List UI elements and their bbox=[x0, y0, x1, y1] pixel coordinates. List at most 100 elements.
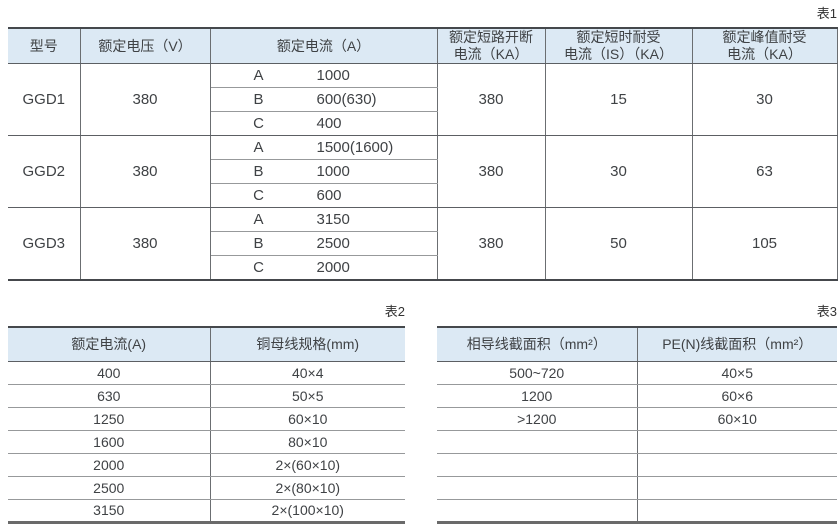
table3-header-row: 相导线截面积（mm²） PE(N)线截面积（mm²） bbox=[437, 327, 837, 362]
table2-busbar-spec: 额定电流(A) 铜母线规格(mm) 400 40×4 630 50×5 1250 60… bbox=[8, 326, 405, 524]
current-code: A bbox=[253, 139, 264, 156]
header-peak-current: 额定峰值耐受 电流（KA） bbox=[692, 28, 838, 64]
peak-current-cell: 105 bbox=[692, 207, 838, 280]
withstand-current-cell: 30 bbox=[545, 135, 693, 208]
phase-area-cell: >1200 bbox=[437, 407, 638, 431]
current-value: 3150 bbox=[316, 211, 350, 228]
header-pe-conductor-area: PE(N)线截面积（mm²） bbox=[637, 327, 837, 362]
current-cell: B 600(630) bbox=[210, 87, 438, 112]
table-row bbox=[437, 499, 837, 523]
current-code: B bbox=[253, 163, 264, 180]
busbar-spec-cell: 40×4 bbox=[210, 361, 405, 385]
current-cell: C 600 bbox=[210, 183, 438, 208]
header-phase-conductor-area: 相导线截面积（mm²） bbox=[437, 327, 638, 362]
header-rated-voltage: 额定电压（V） bbox=[80, 28, 211, 64]
table1-rated-parameters: 型号 额定电压（V） 额定电流（A） 额定短路开断 电流（KA） 额定短时耐受 … bbox=[8, 27, 838, 281]
phase-area-cell bbox=[437, 453, 638, 477]
busbar-spec-cell: 2×(60×10) bbox=[210, 453, 405, 477]
table-row: B 600(630) bbox=[8, 87, 837, 112]
pe-area-cell: 60×6 bbox=[637, 384, 837, 408]
voltage-cell: 380 bbox=[80, 207, 211, 280]
withstand-current-cell: 15 bbox=[545, 63, 693, 136]
rated-current-cell: 400 bbox=[8, 361, 211, 385]
table-row: GGD2 380 A 1500(1600) 380 30 63 bbox=[8, 135, 838, 208]
current-cell: C 400 bbox=[210, 111, 438, 136]
table-row: 1200 60×6 bbox=[437, 384, 837, 408]
current-value: 1000 bbox=[316, 67, 350, 84]
breaking-current-cell: 380 bbox=[437, 207, 546, 280]
phase-area-cell bbox=[437, 476, 638, 500]
phase-area-cell: 1200 bbox=[437, 384, 638, 408]
table-row: B 1000 bbox=[8, 159, 837, 184]
pe-area-cell: 40×5 bbox=[637, 361, 837, 385]
table-row: GGD1 380 A 1000 380 15 30 bbox=[8, 63, 838, 136]
breaking-current-cell: 380 bbox=[437, 135, 546, 208]
rated-current-cell: 2500 bbox=[8, 476, 211, 500]
pe-area-cell bbox=[637, 430, 837, 454]
table-row: 2500 2×(80×10) bbox=[8, 476, 405, 500]
table-row: GGD3 380 A 3150 380 50 105 bbox=[8, 207, 838, 280]
header-rated-current: 额定电流（A） bbox=[210, 28, 438, 64]
phase-area-cell bbox=[437, 430, 638, 454]
rated-current-cell: 1250 bbox=[8, 407, 211, 431]
table1-label: 表1 bbox=[816, 6, 837, 21]
current-code: C bbox=[253, 115, 264, 132]
current-cell: A 1500(1600) bbox=[210, 135, 438, 160]
table-row: 1250 60×10 bbox=[8, 407, 405, 431]
table-row: B 2500 bbox=[8, 231, 837, 256]
table2-header-row: 额定电流(A) 铜母线规格(mm) bbox=[8, 327, 405, 362]
model-cell: GGD1 bbox=[8, 63, 81, 136]
header-breaking-current: 额定短路开断 电流（KA） bbox=[437, 28, 546, 64]
model-cell: GGD3 bbox=[8, 207, 81, 280]
table-row: 630 50×5 bbox=[8, 384, 405, 408]
table-row: C 600 bbox=[8, 183, 837, 208]
current-value: 2500 bbox=[316, 235, 350, 252]
pe-area-cell bbox=[637, 453, 837, 477]
table-row: >1200 60×10 bbox=[437, 407, 837, 431]
withstand-current-cell: 50 bbox=[545, 207, 693, 280]
table1-header-row: 型号 额定电压（V） 额定电流（A） 额定短路开断 电流（KA） 额定短时耐受 … bbox=[8, 28, 838, 64]
phase-area-cell bbox=[437, 499, 638, 523]
table-row: 500~720 40×5 bbox=[437, 361, 837, 385]
table-row: 400 40×4 bbox=[8, 361, 405, 385]
busbar-spec-cell: 80×10 bbox=[210, 430, 405, 454]
rated-current-cell: 630 bbox=[8, 384, 211, 408]
current-value: 1000 bbox=[316, 163, 350, 180]
table-row: C 2000 bbox=[8, 255, 837, 280]
current-cell: C 2000 bbox=[210, 255, 438, 280]
current-code: C bbox=[253, 187, 264, 204]
current-value: 600(630) bbox=[316, 91, 377, 108]
pe-area-cell bbox=[637, 499, 837, 523]
current-value: 400 bbox=[316, 115, 342, 132]
model-cell: GGD2 bbox=[8, 135, 81, 208]
current-value: 2000 bbox=[316, 258, 350, 276]
voltage-cell: 380 bbox=[80, 63, 211, 136]
table-row: 2000 2×(60×10) bbox=[8, 453, 405, 477]
current-value: 1500(1600) bbox=[316, 139, 394, 156]
pe-area-cell: 60×10 bbox=[637, 407, 837, 431]
table-row: 3150 2×(100×10) bbox=[8, 499, 405, 523]
table2-label: 表2 bbox=[384, 304, 405, 319]
rated-current-cell: 1600 bbox=[8, 430, 211, 454]
table-row bbox=[437, 430, 837, 454]
current-cell: B 1000 bbox=[210, 159, 438, 184]
current-cell: B 2500 bbox=[210, 231, 438, 256]
current-code: A bbox=[253, 67, 264, 84]
busbar-spec-cell: 2×(100×10) bbox=[210, 499, 405, 523]
header-model: 型号 bbox=[8, 28, 81, 64]
voltage-cell: 380 bbox=[80, 135, 211, 208]
peak-current-cell: 63 bbox=[692, 135, 838, 208]
phase-area-cell: 500~720 bbox=[437, 361, 638, 385]
header-busbar-spec: 铜母线规格(mm) bbox=[210, 327, 405, 362]
current-value: 600 bbox=[316, 187, 342, 204]
table-row bbox=[437, 476, 837, 500]
table-row: C 400 bbox=[8, 111, 837, 136]
current-code: C bbox=[253, 258, 264, 276]
breaking-current-cell: 380 bbox=[437, 63, 546, 136]
busbar-spec-cell: 2×(80×10) bbox=[210, 476, 405, 500]
table-row bbox=[437, 453, 837, 477]
busbar-spec-cell: 50×5 bbox=[210, 384, 405, 408]
busbar-spec-cell: 60×10 bbox=[210, 407, 405, 431]
current-cell: A 3150 bbox=[210, 207, 438, 232]
